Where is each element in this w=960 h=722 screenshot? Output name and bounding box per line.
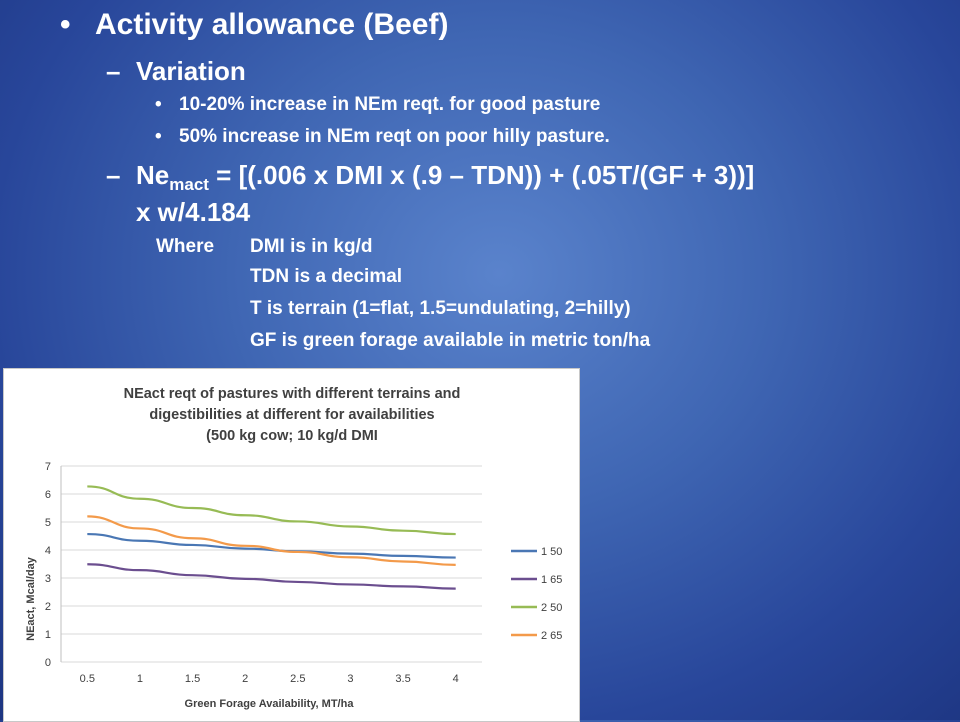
series-line-2 <box>87 563 456 590</box>
formula-text: Nemact = [(.006 x DMI x (.9 – TDN)) + (.… <box>136 160 755 194</box>
where-def: TDN is a decimal <box>250 266 403 287</box>
y-tick-label: 3 <box>45 573 51 585</box>
x-tick-label: 3.5 <box>395 673 410 685</box>
where-label: Where <box>156 236 215 257</box>
variation-heading-text: Variation <box>136 56 246 86</box>
x-tick-label: 3 <box>347 673 353 685</box>
legend-label: 2 65 <box>541 630 562 642</box>
formula-lhs-subscript: mact <box>169 175 209 194</box>
y-axis-label: NEact, Mcal/day <box>25 556 37 641</box>
formula-rhs: = [(.006 x DMI x (.9 – TDN)) + (.05T/(GF… <box>208 160 755 190</box>
y-tick-label: 4 <box>45 545 51 557</box>
chart-title-line: NEact reqt of pastures with different te… <box>124 386 461 402</box>
x-tick-label: 2.5 <box>290 673 305 685</box>
y-axis-ticks: 0 1 2 3 4 5 6 7 <box>45 461 51 669</box>
chart-title-line: digestibilities at different for availab… <box>149 407 434 423</box>
y-tick-label: 5 <box>45 517 51 529</box>
dash-icon: – <box>106 160 121 190</box>
series-line-3 <box>87 485 456 536</box>
legend-label: 1 65 <box>541 574 562 586</box>
where-def: T is terrain (1=flat, 1.5=undulating, 2=… <box>250 298 631 319</box>
dash-icon: – <box>106 56 121 86</box>
chart-panel: NEact reqt of pastures with different te… <box>3 368 580 722</box>
x-tick-label: 0.5 <box>80 673 95 685</box>
series-line-1 <box>87 532 456 559</box>
series-line-4 <box>87 515 456 566</box>
x-tick-label: 4 <box>453 673 459 685</box>
slide-title-text: Activity allowance (Beef) <box>95 8 449 41</box>
bullet-icon: • <box>60 8 71 41</box>
x-tick-label: 2 <box>242 673 248 685</box>
formula-line-2: x w/4.184 <box>136 197 251 227</box>
y-tick-label: 7 <box>45 461 51 473</box>
variation-point-text: 10-20% increase in NEm reqt. for good pa… <box>179 94 601 115</box>
series-lines <box>87 485 456 590</box>
x-axis-ticks: 0.5 1 1.5 2 2.5 3 3.5 4 <box>80 673 459 685</box>
where-def: GF is green forage available in metric t… <box>250 330 651 351</box>
bullet-icon: • <box>155 126 162 147</box>
legend-label: 1 50 <box>541 546 562 558</box>
x-tick-label: 1.5 <box>185 673 200 685</box>
y-tick-label: 2 <box>45 601 51 613</box>
where-def: DMI is in kg/d <box>250 236 373 257</box>
bullet-icon: • <box>155 94 162 115</box>
gridlines <box>60 465 482 663</box>
y-tick-label: 0 <box>45 657 51 669</box>
variation-point-text: 50% increase in NEm reqt on poor hilly p… <box>179 126 610 147</box>
x-axis-label: Green Forage Availability, MT/ha <box>185 698 355 710</box>
y-tick-label: 6 <box>45 489 51 501</box>
formula-lhs: Ne <box>136 160 170 190</box>
legend-label: 2 50 <box>541 602 562 614</box>
line-chart: NEact reqt of pastures with different te… <box>25 386 562 710</box>
x-tick-label: 1 <box>137 673 143 685</box>
chart-title-line: (500 kg cow; 10 kg/d DMI <box>206 428 378 444</box>
chart-legend: 1 50 1 65 2 50 2 65 <box>511 546 562 642</box>
y-tick-label: 1 <box>45 629 51 641</box>
